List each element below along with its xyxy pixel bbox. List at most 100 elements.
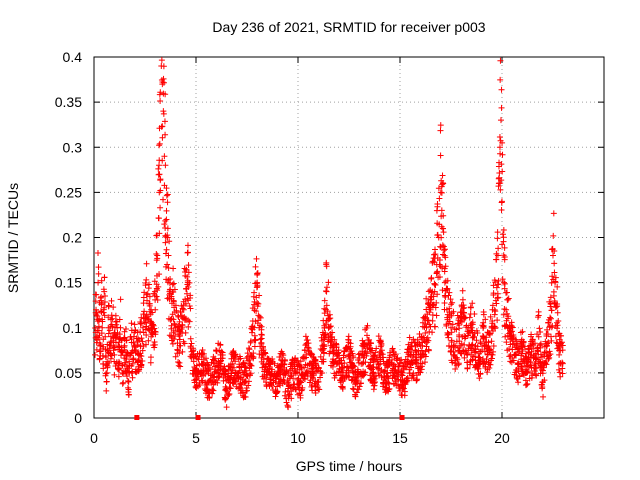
- data-point: [490, 282, 497, 289]
- data-point: [174, 347, 181, 354]
- data-point: [120, 379, 127, 386]
- data-point: [101, 288, 108, 295]
- data-point: [224, 373, 231, 380]
- data-point: [540, 364, 547, 371]
- data-point: [173, 307, 180, 314]
- data-point: [140, 311, 147, 318]
- x-tick-label: 15: [392, 430, 408, 446]
- data-point: [93, 311, 100, 318]
- data-point: [469, 329, 476, 336]
- data-point: [98, 293, 105, 300]
- data-point: [153, 232, 160, 239]
- data-point: [200, 356, 207, 363]
- data-point: [133, 369, 140, 376]
- data-point: [187, 335, 194, 342]
- data-point: [448, 338, 455, 345]
- data-point: [512, 344, 519, 351]
- data-point: [156, 230, 163, 237]
- data-point: [164, 191, 171, 198]
- data-point: [328, 338, 335, 345]
- data-point: [156, 142, 163, 149]
- data-point: [361, 350, 368, 357]
- data-point: [501, 280, 508, 287]
- data-point: [160, 75, 167, 82]
- data-point: [297, 392, 304, 399]
- data-point: [377, 356, 384, 363]
- data-point: [417, 369, 424, 376]
- data-point: [549, 273, 556, 280]
- data-point: [391, 371, 398, 378]
- data-point: [480, 334, 487, 341]
- data-point: [495, 281, 502, 288]
- data-point: [341, 359, 348, 366]
- data-point: [117, 324, 124, 331]
- data-point: [486, 345, 493, 352]
- data-point: [493, 300, 500, 307]
- data-point: [256, 313, 263, 320]
- data-point: [251, 301, 258, 308]
- data-point: [512, 336, 519, 343]
- data-point: [146, 302, 153, 309]
- data-point: [409, 360, 416, 367]
- data-point: [399, 383, 406, 390]
- data-point: [294, 369, 301, 376]
- data-point: [507, 328, 514, 335]
- data-point: [498, 206, 505, 213]
- data-point: [452, 365, 459, 372]
- data-point: [121, 342, 128, 349]
- data-point: [159, 157, 166, 164]
- data-point: [227, 374, 234, 381]
- data-point: [271, 360, 278, 367]
- data-point: [480, 322, 487, 329]
- data-point: [496, 170, 503, 177]
- data-point: [424, 339, 431, 346]
- axis-ticks: 0 0.05 0.1 0.15 0.2 0.25 0.3 0.35 0.4 0 5 10 15 20: [55, 49, 604, 446]
- data-point: [185, 323, 192, 330]
- data-point: [445, 292, 452, 299]
- data-point: [164, 261, 171, 268]
- data-point: [218, 348, 225, 355]
- data-point: [494, 295, 501, 302]
- data-point: [473, 337, 480, 344]
- data-point: [248, 362, 255, 369]
- data-point: [434, 268, 441, 275]
- data-point: [444, 329, 451, 336]
- data-point: [268, 368, 275, 375]
- data-point: [536, 325, 543, 332]
- data-point: [428, 275, 435, 282]
- data-point: [414, 340, 421, 347]
- data-point: [552, 322, 559, 329]
- data-point: [347, 353, 354, 360]
- data-point: [320, 349, 327, 356]
- data-point: [106, 327, 113, 334]
- data-point: [218, 355, 225, 362]
- data-point: [227, 385, 234, 392]
- data-point: [109, 315, 116, 322]
- data-point: [257, 314, 264, 321]
- data-point: [459, 287, 466, 294]
- data-point: [225, 390, 232, 397]
- data-point: [501, 279, 508, 286]
- data-point: [148, 322, 155, 329]
- data-point: [131, 321, 138, 328]
- data-point: [519, 346, 526, 353]
- data-point: [155, 171, 162, 178]
- data-point: [162, 91, 169, 98]
- y-tick-label: 0.1: [63, 320, 83, 336]
- data-point: [432, 323, 439, 330]
- data-point: [170, 298, 177, 305]
- data-point: [143, 260, 150, 267]
- data-point: [534, 314, 541, 321]
- data-point: [469, 334, 476, 341]
- data-point: [93, 306, 100, 313]
- x-tick-label: 10: [290, 430, 306, 446]
- x-tick-label: 20: [494, 430, 510, 446]
- data-point: [151, 325, 158, 332]
- data-point: [251, 332, 258, 339]
- data-point: [504, 315, 511, 322]
- data-point: [225, 362, 232, 369]
- data-point: [373, 345, 380, 352]
- data-point: [499, 241, 506, 248]
- data-point: [257, 336, 264, 343]
- data-point: [115, 373, 122, 380]
